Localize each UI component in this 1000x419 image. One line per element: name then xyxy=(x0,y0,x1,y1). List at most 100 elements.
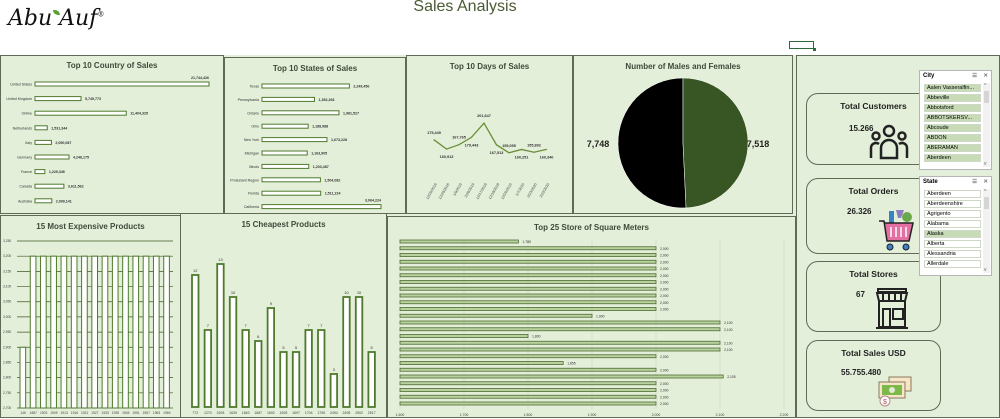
slicer-item[interactable]: ABBOTSKERSV... xyxy=(924,113,981,122)
bar xyxy=(399,239,519,244)
chart-title: Top 10 States of Sales xyxy=(272,64,358,73)
slicer-item[interactable]: Aberdeen xyxy=(924,189,981,198)
bar xyxy=(34,110,127,116)
bar xyxy=(261,96,316,102)
data-label: 2,000 xyxy=(660,395,669,399)
y-tick-label: 3,000 xyxy=(3,315,11,319)
bar xyxy=(261,177,321,183)
slicer-item[interactable]: Alaska xyxy=(924,229,981,238)
category-label: Protestant Region xyxy=(230,178,259,182)
city-slicer[interactable]: City ☰ ✕ Aalen Vasseralfin... Abbeville Abbo… xyxy=(919,70,992,170)
data-label: 1,203,487 xyxy=(313,165,329,169)
scrollbar[interactable]: ^ v xyxy=(983,83,990,167)
data-label: 1,785 xyxy=(522,240,531,244)
brand-logo: Abu Auf® xyxy=(8,6,105,31)
selected-cell[interactable] xyxy=(789,41,816,51)
x-tick-label: 1921 xyxy=(81,411,89,415)
slicer-item[interactable]: ABERAMAN xyxy=(924,143,981,152)
slicer-item[interactable]: Agrigento xyxy=(924,209,981,218)
x-tick-label: 1687 xyxy=(254,411,262,415)
data-label: 1,352,266 xyxy=(319,98,335,102)
category-label: Texas xyxy=(250,85,260,89)
bar xyxy=(70,255,78,409)
states-sales-chart[interactable]: Top 10 States of Sales Texas 2,249,456 Penn… xyxy=(224,57,406,214)
slicer-item[interactable]: Aberdeen xyxy=(924,153,981,162)
x-tick-label: 2/26/2019 xyxy=(464,183,475,199)
data-label: 9 xyxy=(270,301,273,306)
x-tick-label: 2495 xyxy=(343,411,351,415)
x-tick-label: 2,100 xyxy=(716,413,725,417)
bar xyxy=(34,125,48,131)
x-tick-label: 1639 xyxy=(229,411,237,415)
kpi-value: 67 xyxy=(856,290,865,299)
multi-select-icon[interactable]: ☰ xyxy=(972,179,977,185)
category-label: New York xyxy=(244,138,259,142)
bar xyxy=(29,255,37,409)
data-label: 2,000 xyxy=(660,260,669,264)
category-label: Illinois xyxy=(249,165,259,169)
slicer-item[interactable]: ABDON xyxy=(924,133,981,142)
total-orders-card: Total Orders 26.326 xyxy=(806,178,941,254)
data-label: 1,229,346 xyxy=(49,170,65,174)
bar xyxy=(34,139,52,145)
slicer-item[interactable]: Aalen Vasseralfin... xyxy=(924,83,981,92)
bar xyxy=(34,183,65,189)
slicer-item[interactable]: Aberdeenshire xyxy=(924,199,981,208)
bar xyxy=(261,190,322,196)
data-point xyxy=(433,139,435,141)
bar xyxy=(399,340,721,345)
clear-filter-icon[interactable]: ✕ xyxy=(983,179,988,185)
country-sales-chart[interactable]: Top 10 Country of Sales United States 21,7… xyxy=(0,55,224,214)
total-stores-card: Total Stores 67 xyxy=(806,261,941,332)
chart-title: Top 25 Store of Square Meters xyxy=(534,223,649,232)
category-label: Michigan xyxy=(245,152,259,156)
x-tick-label: 1693 xyxy=(280,411,288,415)
kpi-value: 26.326 xyxy=(847,207,872,216)
scrollbar[interactable]: ^ v xyxy=(983,189,990,273)
clear-filter-icon[interactable]: ✕ xyxy=(983,73,988,79)
x-tick-label: 1697 xyxy=(292,411,300,415)
bar xyxy=(399,280,657,284)
bar xyxy=(342,296,351,408)
bar xyxy=(261,204,382,210)
y-tick-label: 2,700 xyxy=(3,406,11,410)
y-tick-label: 2,900 xyxy=(3,345,11,349)
data-point xyxy=(533,151,535,153)
data-label: 21,744,426 xyxy=(191,76,209,80)
bar xyxy=(399,394,657,399)
data-label: 167,765 xyxy=(452,136,466,140)
x-tick-label: 2517 xyxy=(368,411,376,415)
kpi-label: Total Stores xyxy=(849,269,898,279)
slicer-item[interactable]: Alabama xyxy=(924,219,981,228)
kpi-label: Total Customers xyxy=(840,101,907,111)
multi-select-icon[interactable]: ☰ xyxy=(972,73,977,79)
data-label: 12 xyxy=(193,268,198,273)
data-label: 201,647 xyxy=(477,114,491,118)
slicer-item[interactable]: Abcoude xyxy=(924,123,981,132)
data-label: 2,000 xyxy=(660,287,669,291)
x-tick-label: 2,000 xyxy=(652,413,661,417)
shopping-cart-icon xyxy=(879,210,914,251)
x-tick-label: 1951 xyxy=(132,411,140,415)
store-square-meters-chart[interactable]: Top 25 Store of Square Meters 1,600 1,700 1… xyxy=(387,216,796,418)
slicer-item[interactable]: Abbotsford xyxy=(924,103,981,112)
slicer-item[interactable]: Alessandria xyxy=(924,249,981,258)
sales-line xyxy=(433,122,547,154)
bar xyxy=(34,96,82,102)
pie-slice-female xyxy=(682,77,749,209)
data-label: 2,000 xyxy=(660,294,669,298)
bar xyxy=(241,329,250,408)
slicer-item[interactable]: Abbeville xyxy=(924,93,981,102)
state-slicer[interactable]: State ☰ ✕ Aberdeen Aberdeenshire Agrigento Al… xyxy=(919,176,992,276)
bar xyxy=(34,154,70,160)
x-tick-label: 1663 xyxy=(242,411,250,415)
category-label: Ohio xyxy=(251,125,259,129)
expensive-products-chart[interactable]: 15 Most Expensive Products 2,700 2,750 2,80… xyxy=(0,215,181,418)
cheapest-products-chart[interactable]: 15 Cheapest Products 12 772 7 1270 13 1593 10 16… xyxy=(180,213,387,418)
gender-pie-chart[interactable]: Number of Males and Females 7,748 7,518 xyxy=(573,55,793,214)
slicer-item[interactable]: Alberta xyxy=(924,239,981,248)
slicer-item[interactable]: Allerdale xyxy=(924,259,981,268)
bar xyxy=(122,255,129,409)
days-sales-chart[interactable]: Top 10 Days of Sales 175,449 12/20/2016 160… xyxy=(406,55,573,214)
data-label: 160,251 xyxy=(515,155,529,159)
